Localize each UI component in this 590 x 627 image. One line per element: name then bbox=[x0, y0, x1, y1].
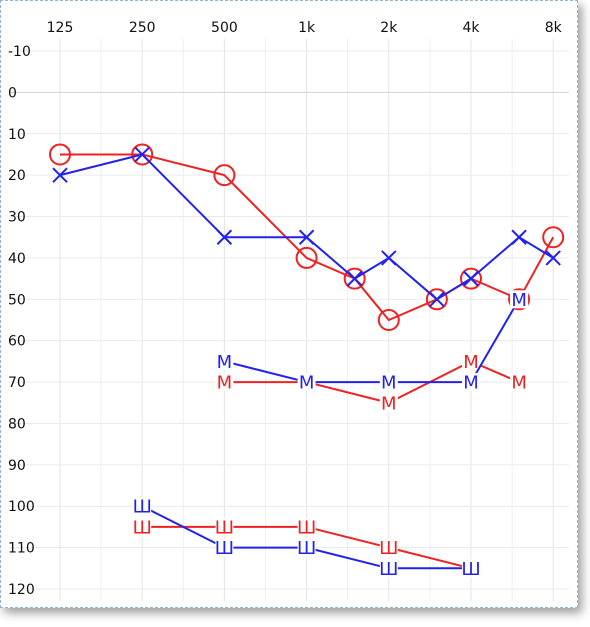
y-tick-label: 20 bbox=[8, 168, 26, 184]
data-point-circle bbox=[295, 246, 318, 269]
data-point-marker: Ш bbox=[461, 559, 480, 580]
marker-background bbox=[133, 517, 152, 536]
x-stroke bbox=[463, 270, 479, 287]
data-point-x bbox=[298, 229, 315, 245]
data-point-marker: M bbox=[217, 373, 233, 394]
data-point-x bbox=[52, 167, 68, 183]
x-tick-label: 8k bbox=[545, 20, 563, 36]
data-point-marker: M bbox=[511, 373, 527, 394]
y-tick-label: 60 bbox=[8, 334, 26, 350]
marker-background bbox=[379, 393, 398, 412]
marker-background bbox=[215, 352, 234, 371]
y-tick-label: 50 bbox=[8, 292, 26, 308]
y-tick-label: 10 bbox=[8, 127, 26, 143]
data-point-x bbox=[346, 270, 363, 287]
marker-background bbox=[462, 559, 480, 578]
data-point-x bbox=[381, 250, 397, 266]
data-point-x bbox=[463, 270, 479, 287]
data-point-marker: Ш bbox=[133, 517, 152, 538]
y-tick-label: 70 bbox=[8, 375, 26, 391]
data-point-marker: M bbox=[381, 373, 397, 394]
x-stroke bbox=[429, 291, 445, 308]
x-stroke bbox=[298, 229, 315, 245]
data-point-circle bbox=[508, 288, 531, 311]
x-stroke bbox=[216, 229, 233, 245]
marker-background bbox=[379, 373, 398, 392]
data-point-marker: Ш bbox=[379, 538, 398, 559]
y-tick-label: 30 bbox=[8, 210, 26, 226]
marker-background bbox=[297, 517, 316, 536]
data-point-marker: Ш bbox=[297, 517, 316, 538]
y-tick-label: 100 bbox=[8, 499, 35, 515]
marker-background bbox=[133, 497, 152, 516]
data-point-marker: Ш bbox=[215, 517, 234, 538]
data-point-marker: Ш bbox=[379, 559, 398, 580]
x-tick-label: 1k bbox=[298, 20, 316, 36]
series-layer: MMMMMMMMMMШШШШШШШШШШ bbox=[49, 143, 565, 580]
data-point-marker: Ш bbox=[215, 538, 234, 559]
audiogram-chart: 125 250 500 1k 2k 4k 8k -10 0 10 20 30 40 50 60 70 80 90… bbox=[8, 20, 569, 601]
marker-background bbox=[510, 373, 529, 392]
data-point-marker: M bbox=[463, 352, 479, 373]
data-point-marker: M bbox=[463, 373, 479, 394]
data-point-x bbox=[134, 146, 150, 163]
x-tick-label: 125 bbox=[47, 20, 74, 36]
data-point-marker: Ш bbox=[133, 497, 152, 518]
marker-background bbox=[462, 373, 480, 392]
data-point-marker: M bbox=[511, 290, 527, 311]
y-axis-ticks: -10 0 10 20 30 40 50 60 70 80 90 100 110 120 bbox=[8, 44, 35, 598]
x-tick-label: 2k bbox=[380, 20, 398, 36]
series-line bbox=[60, 153, 555, 321]
y-tick-label: 110 bbox=[8, 541, 35, 557]
data-point-marker: M bbox=[381, 393, 397, 414]
data-point-x bbox=[545, 250, 561, 266]
x-stroke bbox=[346, 270, 363, 287]
marker-background bbox=[215, 517, 234, 536]
y-tick-label: 120 bbox=[8, 582, 35, 598]
data-point-circle bbox=[343, 267, 366, 290]
x-stroke bbox=[52, 167, 68, 183]
data-point-x bbox=[511, 229, 527, 245]
marker-background bbox=[215, 538, 234, 557]
audiogram-panel: 125 250 500 1k 2k 4k 8k -10 0 10 20 30 40 50 60 70 80 90… bbox=[0, 0, 578, 608]
marker-background bbox=[297, 373, 316, 392]
data-point-marker: M bbox=[299, 373, 315, 394]
marker-background bbox=[379, 559, 398, 578]
data-point-circle bbox=[49, 143, 71, 166]
y-tick-label: 80 bbox=[8, 416, 26, 432]
marker-background bbox=[215, 373, 234, 392]
marker-background bbox=[297, 538, 316, 557]
x-axis-ticks: 125 250 500 1k 2k 4k 8k bbox=[47, 20, 563, 36]
series-line bbox=[59, 153, 554, 301]
marker-background bbox=[510, 290, 529, 309]
data-point-circle bbox=[542, 226, 565, 249]
x-tick-label: 4k bbox=[462, 20, 480, 36]
data-point-circle bbox=[460, 267, 482, 290]
x-tick-label: 500 bbox=[211, 20, 238, 36]
x-stroke bbox=[134, 146, 150, 163]
x-stroke bbox=[511, 229, 527, 245]
data-point-x bbox=[429, 291, 445, 308]
y-tick-label: 0 bbox=[8, 85, 17, 101]
marker-background bbox=[379, 538, 398, 557]
x-tick-label: 250 bbox=[129, 20, 156, 36]
y-tick-label: -10 bbox=[8, 44, 31, 60]
marker-background bbox=[462, 352, 480, 371]
data-point-marker: M bbox=[217, 352, 233, 373]
data-point-circle bbox=[213, 164, 236, 187]
y-tick-label: 40 bbox=[8, 251, 26, 267]
x-stroke bbox=[381, 250, 397, 266]
data-point-circle bbox=[377, 309, 400, 331]
data-point-circle bbox=[425, 288, 448, 311]
data-point-marker: Ш bbox=[297, 538, 316, 559]
y-tick-label: 90 bbox=[8, 458, 26, 474]
data-point-circle bbox=[131, 143, 154, 166]
data-point-x bbox=[216, 229, 233, 245]
grid bbox=[9, 39, 569, 601]
x-stroke bbox=[545, 250, 561, 266]
